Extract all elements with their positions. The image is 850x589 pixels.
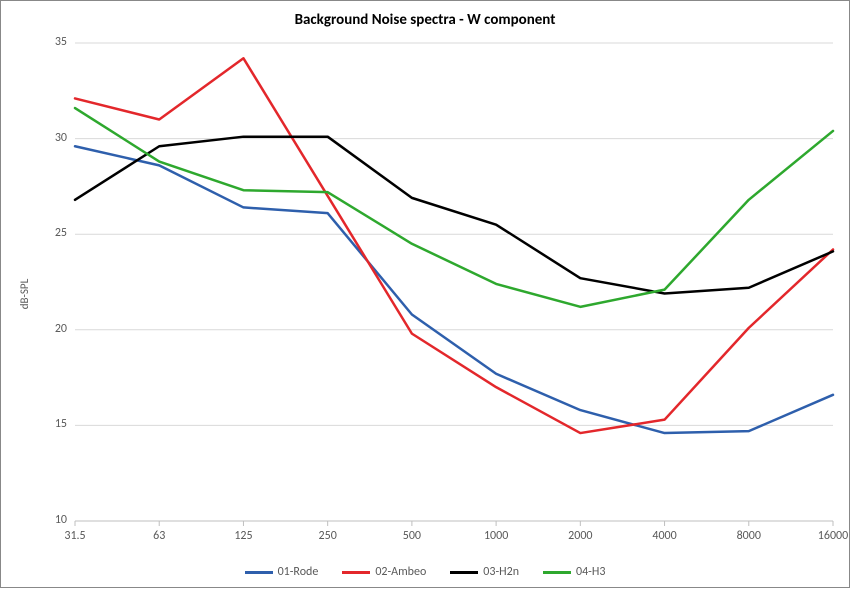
y-tick-label: 20 — [37, 322, 67, 336]
legend-item: 02-Ambeo — [342, 565, 426, 579]
x-tick-label: 2000 — [568, 529, 592, 543]
legend-item: 01-Rode — [245, 565, 319, 579]
legend-label: 01-Rode — [278, 565, 319, 579]
x-tick-label: 1000 — [484, 529, 508, 543]
legend-swatch — [245, 571, 273, 574]
x-tick-label: 31.5 — [64, 529, 85, 543]
legend-swatch — [450, 571, 478, 574]
y-tick-label: 15 — [37, 417, 67, 431]
x-tick-label: 63 — [153, 529, 165, 543]
x-tick-label: 500 — [403, 529, 421, 543]
y-tick-label: 30 — [37, 131, 67, 145]
x-tick-label: 250 — [319, 529, 337, 543]
y-tick-label: 10 — [37, 513, 67, 527]
legend-item: 04-H3 — [543, 565, 605, 579]
legend-label: 04-H3 — [576, 565, 605, 579]
legend-label: 02-Ambeo — [375, 565, 426, 579]
x-tick-label: 8000 — [737, 529, 761, 543]
legend-swatch — [342, 571, 370, 574]
legend-swatch — [543, 571, 571, 574]
x-tick-label: 16000 — [818, 529, 848, 543]
y-tick-label: 25 — [37, 226, 67, 240]
y-tick-label: 35 — [37, 35, 67, 49]
chart-container: Background Noise spectra - W component d… — [0, 0, 850, 588]
legend-label: 03-H2n — [483, 565, 519, 579]
x-tick-label: 125 — [234, 529, 252, 543]
plot-area — [1, 1, 850, 589]
legend-item: 03-H2n — [450, 565, 519, 579]
x-tick-label: 4000 — [652, 529, 676, 543]
legend: 01-Rode 02-Ambeo 03-H2n 04-H3 — [1, 565, 849, 579]
